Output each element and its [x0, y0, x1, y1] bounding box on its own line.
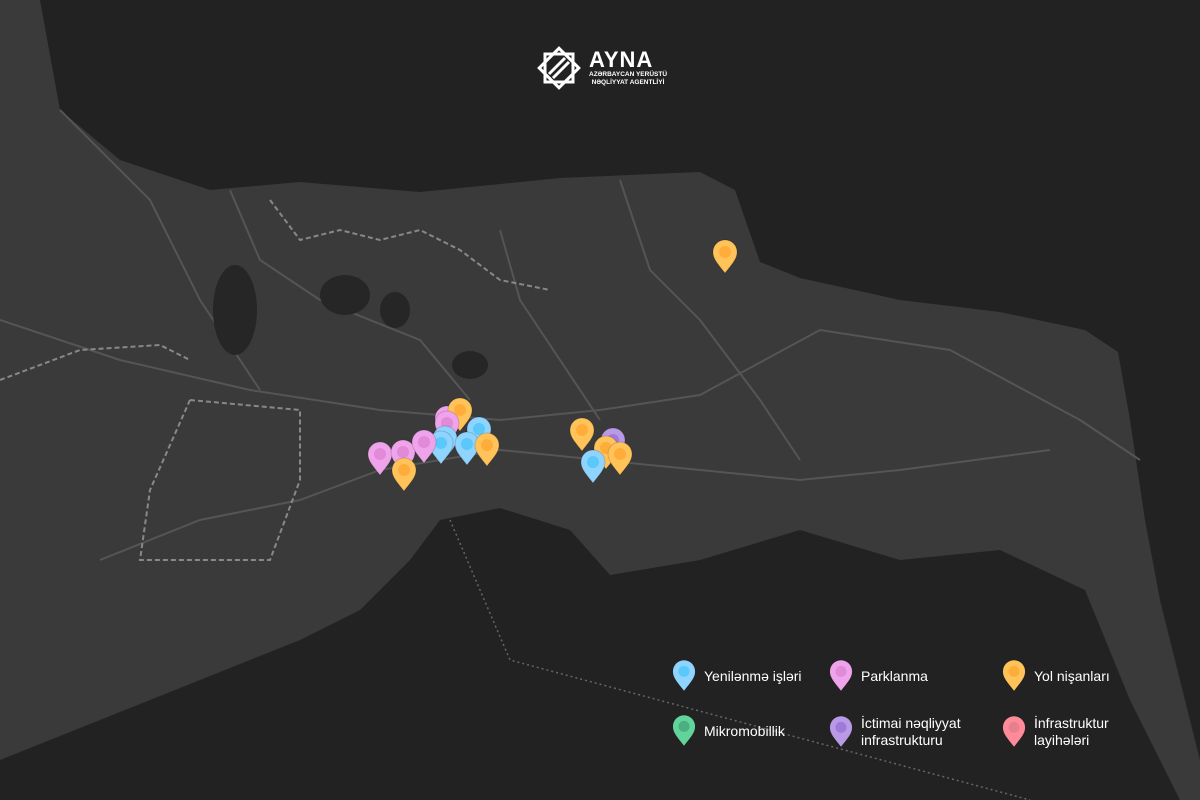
legend-label: Parklanma [861, 667, 928, 684]
legend-label: İnfrastruktur layihələri [1034, 715, 1109, 748]
legend-label: Mikromobillik [704, 722, 785, 739]
map-marker-parking[interactable] [367, 441, 393, 476]
legend-item-renovation[interactable]: Yenilənmə işləri [672, 660, 802, 692]
logo-subtitle-2: NƏQLİYYAT AGENTLİYİ [591, 79, 665, 86]
legend-item-public-transport[interactable]: İctimai nəqliyyat infrastrukturu [829, 715, 979, 749]
roads [0, 109, 1141, 561]
sea-route [449, 519, 1031, 800]
logo-name: AYNA [589, 47, 654, 72]
legend-item-parking[interactable]: Parklanma [829, 660, 928, 692]
map-pin-icon [1002, 716, 1026, 748]
legend-label: Yol nişanları [1034, 667, 1110, 684]
map-marker-road_signs[interactable] [712, 239, 738, 274]
legend-label: İctimai nəqliyyat infrastrukturu [861, 715, 961, 748]
map-pin-icon [1002, 660, 1026, 692]
map-pin-icon [829, 716, 853, 748]
map-marker-road_signs[interactable] [474, 432, 500, 467]
map-marker-renovation[interactable] [580, 449, 606, 484]
logo: AYNA AZƏRBAYCAN YERÜSTÜ NƏQLİYYAT AGENTL… [535, 44, 667, 92]
legend-item-road-signs[interactable]: Yol nişanları [1002, 660, 1110, 692]
logo-subtitle-1: AZƏRBAYCAN YERÜSTÜ [589, 71, 668, 78]
legend-label: Yenilənmə işləri [704, 667, 802, 684]
map-marker-road_signs[interactable] [391, 457, 417, 492]
map-pin-icon [829, 660, 853, 692]
map-marker-parking[interactable] [411, 429, 437, 464]
map-pin-icon [672, 660, 696, 692]
lakes [213, 265, 488, 379]
railways [0, 199, 551, 561]
logo-emblem-icon [537, 46, 581, 90]
map-pin-icon [672, 715, 696, 747]
map-marker-road_signs[interactable] [607, 441, 633, 476]
legend-item-micromobility[interactable]: Mikromobillik [672, 715, 785, 747]
map-marker-road_signs[interactable] [569, 417, 595, 452]
legend-item-infrastructure[interactable]: İnfrastruktur layihələri [1002, 715, 1122, 749]
